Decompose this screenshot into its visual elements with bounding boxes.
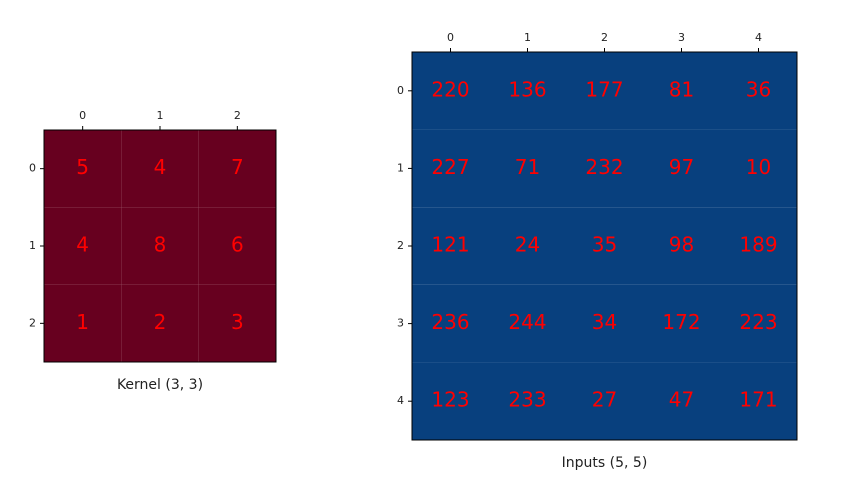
cell-label: 7 — [231, 155, 244, 179]
cell-label: 98 — [669, 233, 694, 257]
cell — [566, 52, 643, 130]
cell-label: 36 — [746, 77, 771, 101]
cell — [412, 52, 489, 130]
cell — [489, 129, 566, 208]
cell — [720, 52, 797, 130]
y-tick-label: 0 — [29, 162, 36, 175]
y-tick-label: 4 — [397, 394, 404, 407]
y-tick-label: 1 — [397, 161, 404, 174]
cell — [720, 284, 797, 363]
cell — [489, 362, 566, 440]
y-tick-label: 2 — [397, 239, 404, 252]
cell — [489, 52, 566, 130]
cell — [198, 207, 276, 285]
cell-label: 34 — [592, 310, 617, 334]
cell — [489, 284, 566, 363]
cell — [720, 207, 797, 285]
y-tick-label: 3 — [397, 317, 404, 330]
cell — [121, 130, 199, 208]
y-tick-label: 2 — [29, 316, 36, 329]
cell — [566, 284, 643, 363]
cell-label: 189 — [739, 233, 777, 257]
cell-label: 1 — [76, 310, 89, 334]
cell — [643, 207, 720, 285]
x-tick-label: 1 — [524, 31, 531, 44]
cell — [412, 362, 489, 440]
cell-label: 233 — [508, 388, 546, 412]
y-tick-label: 0 — [397, 84, 404, 97]
cell-label: 71 — [515, 155, 540, 179]
cell — [121, 284, 199, 362]
cell — [720, 129, 797, 208]
cell-label: 97 — [669, 155, 694, 179]
x-axis-label: Inputs (5, 5) — [562, 455, 648, 471]
cell-label: 232 — [585, 155, 623, 179]
cell-label: 177 — [585, 77, 623, 101]
cell-label: 35 — [592, 233, 617, 257]
cell — [643, 52, 720, 130]
cell — [198, 130, 276, 208]
cell — [566, 207, 643, 285]
cell-label: 244 — [508, 310, 546, 334]
cell-label: 6 — [231, 233, 244, 257]
y-tick-label: 1 — [29, 239, 36, 252]
cell-label: 5 — [76, 155, 89, 179]
x-axis-label: Kernel (3, 3) — [117, 377, 203, 393]
cell — [44, 130, 122, 208]
cell-label: 121 — [431, 233, 469, 257]
cell-label: 2 — [154, 310, 167, 334]
cell-label: 4 — [154, 155, 167, 179]
cell — [412, 284, 489, 363]
cell — [643, 129, 720, 208]
cell — [720, 362, 797, 440]
cell-label: 8 — [154, 233, 167, 257]
cell — [44, 284, 122, 362]
x-tick-label: 0 — [447, 31, 454, 44]
x-tick-label: 2 — [601, 31, 608, 44]
cell — [121, 207, 199, 285]
cell — [643, 362, 720, 440]
cell-label: 227 — [431, 155, 469, 179]
x-tick-label: 4 — [755, 31, 762, 44]
cell — [489, 207, 566, 285]
x-tick-label: 3 — [678, 31, 685, 44]
cell-label: 223 — [739, 310, 777, 334]
cell — [44, 207, 122, 285]
cell-label: 47 — [669, 388, 694, 412]
cell — [412, 207, 489, 285]
cell — [198, 284, 276, 362]
cell — [566, 362, 643, 440]
cell — [412, 129, 489, 208]
cell-label: 27 — [592, 388, 617, 412]
cell — [643, 284, 720, 363]
cell-label: 171 — [739, 388, 777, 412]
cell-label: 24 — [515, 233, 540, 257]
cell — [566, 129, 643, 208]
cell-label: 236 — [431, 310, 469, 334]
cell-label: 220 — [431, 77, 469, 101]
cell-label: 136 — [508, 77, 546, 101]
cell-label: 172 — [662, 310, 700, 334]
cell-label: 81 — [669, 77, 694, 101]
cell-label: 3 — [231, 310, 244, 334]
x-tick-label: 0 — [79, 109, 86, 122]
cell-label: 123 — [431, 388, 469, 412]
x-tick-label: 2 — [234, 109, 241, 122]
x-tick-label: 1 — [157, 109, 164, 122]
cell-label: 4 — [76, 233, 89, 257]
cell-label: 10 — [746, 155, 771, 179]
